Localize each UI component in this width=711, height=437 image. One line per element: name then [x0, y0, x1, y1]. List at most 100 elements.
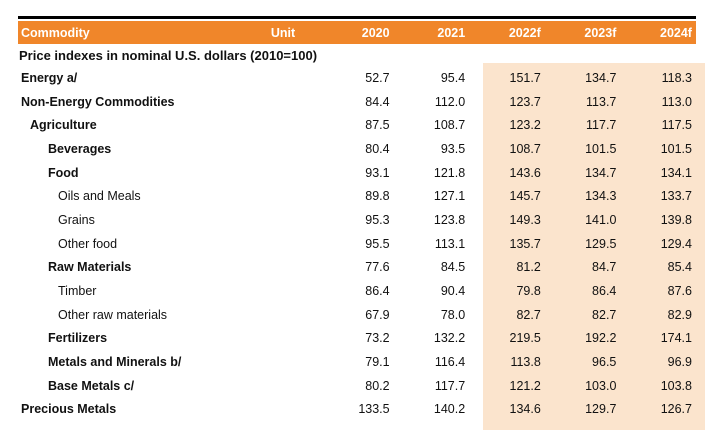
value-cell: 113.7: [586, 94, 617, 109]
commodity-label: Other food: [58, 236, 118, 251]
value-cell: 149.3: [509, 212, 541, 227]
value-cell: 141.0: [585, 212, 617, 227]
table-row: Beverages 80.4 93.5 108.7 101.5 101.5: [18, 137, 696, 161]
table-row: Oils and Meals 89.8 127.1 145.7 134.3 133.7: [18, 184, 696, 208]
table-row: Metals and Minerals b/79.1 116.4 113.8 96.5…: [18, 350, 696, 374]
value-cell: 87.6: [667, 284, 692, 299]
value-cell: 86.4: [592, 284, 617, 299]
value-cell: 135.7: [509, 236, 541, 251]
value-cell: 123.8: [433, 212, 466, 227]
value-cell: 82.7: [516, 307, 541, 322]
value-cell: 84.4: [365, 94, 390, 109]
section-title: Price indexes in nominal U.S. dollars (2…: [19, 47, 318, 63]
value-cell: 108.7: [433, 118, 466, 133]
commodity-label: Agriculture: [30, 118, 97, 133]
value-cell: 129.5: [585, 236, 617, 251]
value-cell: 84.7: [592, 260, 617, 275]
commodity-label: Timber: [58, 284, 97, 299]
value-cell: 73.2: [365, 331, 390, 346]
table-row: Agriculture 87.5 108.7 123.2 117.7 117.5: [18, 113, 696, 137]
value-cell: 77.6: [365, 260, 390, 275]
column-header-2023f: 2023f: [584, 25, 617, 40]
value-cell: 108.7: [509, 141, 541, 156]
value-cell: 134.7: [585, 165, 617, 180]
value-cell: 95.4: [440, 70, 466, 85]
value-cell: 132.2: [433, 331, 466, 346]
table-row: Energy a/52.7 95.4 151.7 134.7 118.3: [18, 66, 696, 90]
table-body: Energy a/52.7 95.4 151.7 134.7 118.3 Non-Ener…: [18, 66, 696, 421]
value-cell: 93.5: [440, 141, 466, 156]
value-cell: 139.8: [660, 212, 692, 227]
commodity-label: Non-Energy Commodities: [21, 94, 175, 109]
value-cell: 113.0: [661, 94, 692, 109]
value-cell: 82.9: [667, 307, 692, 322]
value-cell: 78.0: [440, 307, 466, 322]
column-header-2020: 2020: [361, 25, 390, 40]
value-cell: 79.1: [365, 355, 390, 370]
value-cell: 52.7: [365, 70, 390, 85]
value-cell: 101.5: [585, 141, 617, 156]
value-cell: 89.8: [365, 189, 390, 204]
value-cell: 134.6: [509, 402, 541, 417]
column-header-2024f: 2024f: [660, 25, 692, 40]
value-cell: 90.4: [440, 284, 466, 299]
value-cell: 121.2: [509, 378, 541, 393]
value-cell: 85.4: [667, 260, 692, 275]
value-cell: 219.5: [509, 331, 541, 346]
commodity-label: Oils and Meals: [58, 189, 141, 204]
value-cell: 134.3: [585, 189, 617, 204]
value-cell: 84.5: [440, 260, 466, 275]
table-row: Timber 86.4 90.4 79.8 86.4 87.6: [18, 279, 696, 303]
value-cell: 93.1: [365, 165, 390, 180]
commodity-label: Beverages: [48, 141, 112, 156]
column-header-unit: Unit: [270, 25, 296, 40]
top-rule: [18, 16, 696, 19]
commodity-label: Grains: [58, 212, 95, 227]
value-cell: 86.4: [365, 284, 390, 299]
table-row: Raw Materials 77.6 84.5 81.2 84.7 85.4: [18, 256, 696, 280]
commodity-label: Energy a/: [21, 70, 78, 85]
value-cell: 103.0: [585, 378, 617, 393]
value-cell: 118.3: [661, 70, 692, 85]
value-cell: 123.7: [509, 94, 541, 109]
value-cell: 117.5: [661, 118, 692, 133]
value-cell: 134.1: [660, 165, 692, 180]
table-row: Grains 95.3 123.8 149.3 141.0 139.8: [18, 208, 696, 232]
value-cell: 126.7: [660, 402, 692, 417]
value-cell: 103.8: [660, 378, 692, 393]
value-cell: 87.5: [365, 118, 390, 133]
table-row: Other raw materials 67.9 78.0 82.7 82.7 82.9: [18, 303, 696, 327]
value-cell: 80.4: [365, 141, 390, 156]
table-row: Precious Metals 133.5 140.2 134.6 129.7 126.7: [18, 398, 696, 422]
value-cell: 79.8: [516, 284, 541, 299]
value-cell: 117.7: [434, 378, 466, 393]
value-cell: 133.7: [660, 189, 692, 204]
value-cell: 129.7: [585, 402, 617, 417]
value-cell: 116.4: [434, 355, 466, 370]
value-cell: 121.8: [433, 165, 466, 180]
value-cell: 82.7: [592, 307, 617, 322]
commodity-label: Base Metals c/: [48, 378, 135, 393]
commodity-label: Precious Metals: [21, 402, 117, 417]
value-cell: 151.7: [509, 70, 541, 85]
value-cell: 96.9: [667, 355, 692, 370]
table-row: Base Metals c/80.2 117.7 121.2 103.0 103.8: [18, 374, 696, 398]
commodity-label: Fertilizers: [48, 331, 108, 346]
value-cell: 67.9: [365, 307, 390, 322]
commodity-price-table: Commodity Unit 2020 2021 2022f 2023f 202…: [18, 16, 696, 421]
commodity-label: Raw Materials: [48, 260, 132, 275]
value-cell: 140.2: [433, 402, 466, 417]
value-cell: 123.2: [509, 118, 541, 133]
value-cell: 113.8: [510, 355, 541, 370]
value-cell: 117.7: [586, 118, 617, 133]
commodity-label: Metals and Minerals b/: [48, 355, 182, 370]
value-cell: 174.1: [660, 331, 692, 346]
value-cell: 81.2: [516, 260, 541, 275]
value-cell: 143.6: [509, 165, 541, 180]
value-cell: 96.5: [592, 355, 617, 370]
table-row: Fertilizers 73.2 132.2 219.5 192.2 174.1: [18, 327, 696, 351]
value-cell: 134.7: [585, 70, 617, 85]
table-row: Other food 95.5 113.1 135.7 129.5 129.4: [18, 232, 696, 256]
value-cell: 80.2: [365, 378, 390, 393]
